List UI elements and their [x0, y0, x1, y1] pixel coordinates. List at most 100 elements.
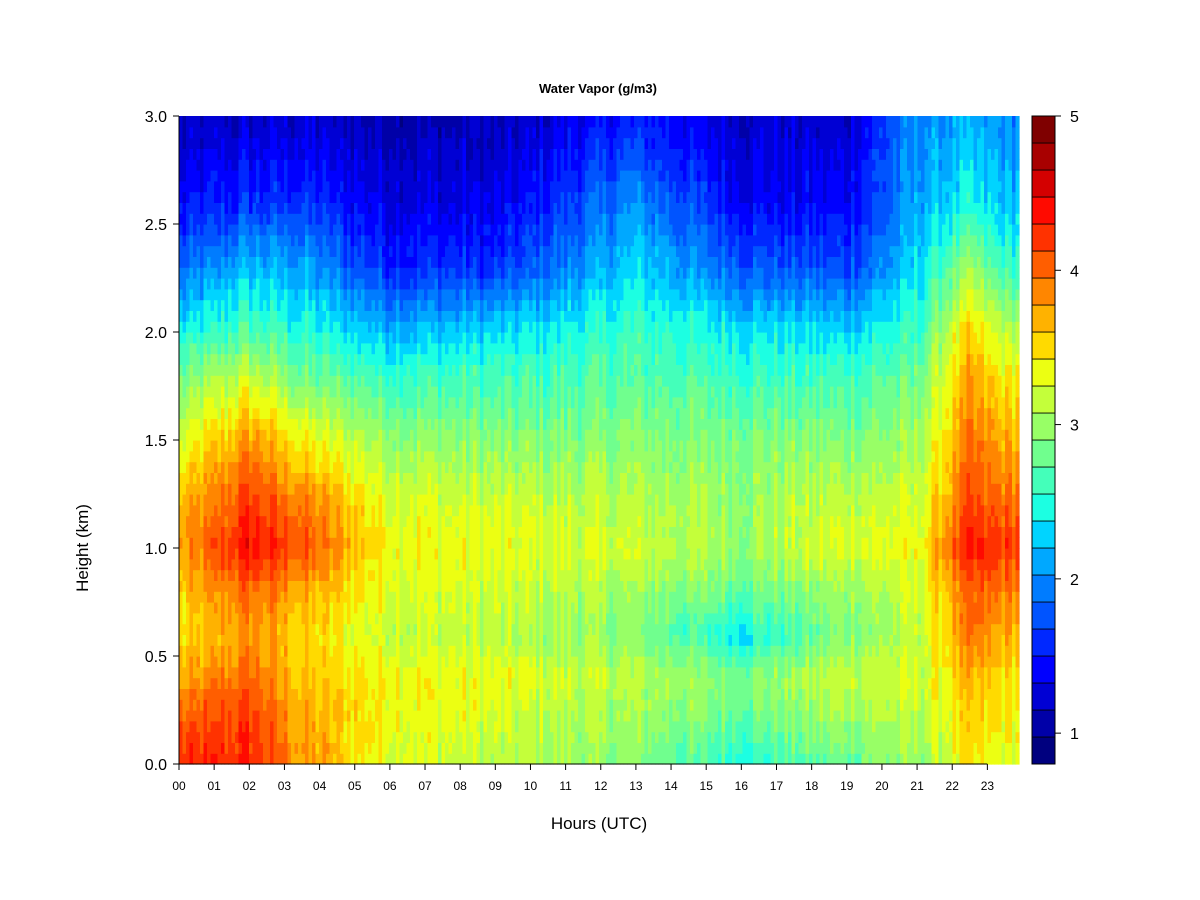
heatmap-cell — [231, 548, 236, 560]
heatmap-cell — [207, 321, 212, 333]
heatmap-cell — [305, 299, 310, 311]
heatmap-cell — [291, 569, 296, 581]
heatmap-cell — [217, 202, 222, 214]
heatmap-cell — [200, 666, 205, 679]
heatmap-cell — [378, 548, 383, 560]
heatmap-cell — [266, 483, 271, 495]
heatmap-cell — [266, 656, 271, 668]
heatmap-cell — [343, 375, 348, 387]
heatmap-cell — [245, 353, 250, 365]
heatmap-cell — [189, 332, 194, 344]
heatmap-cell — [196, 159, 201, 171]
heatmap-cell — [371, 494, 376, 506]
heatmap-cell — [203, 656, 208, 668]
heatmap-cell — [455, 461, 460, 473]
heatmap-cell — [403, 558, 408, 571]
heatmap-cell — [298, 180, 303, 193]
heatmap-cell — [263, 278, 268, 290]
heatmap-cell — [189, 148, 194, 160]
heatmap-cell — [431, 213, 436, 225]
heatmap-cell — [434, 537, 439, 549]
heatmap-cell — [462, 364, 467, 376]
heatmap-cell — [340, 677, 345, 689]
heatmap-cell — [441, 332, 446, 344]
heatmap-cell — [196, 688, 201, 700]
heatmap-cell — [459, 666, 464, 679]
heatmap-cell — [392, 159, 397, 171]
heatmap-cell — [350, 634, 355, 646]
heatmap-cell — [277, 191, 282, 203]
heatmap-cell — [231, 558, 236, 571]
heatmap-cell — [203, 558, 208, 571]
heatmap-cell — [375, 159, 380, 171]
heatmap-cell — [319, 353, 324, 365]
heatmap-cell — [357, 461, 362, 473]
heatmap-cell — [266, 742, 271, 754]
heatmap-cell — [207, 569, 212, 581]
heatmap-cell — [357, 116, 362, 128]
heatmap-cell — [207, 440, 212, 452]
heatmap-cell — [270, 688, 275, 700]
heatmap-cell — [431, 191, 436, 203]
heatmap-cell — [466, 375, 471, 387]
heatmap-cell — [210, 440, 215, 452]
heatmap-cell — [228, 483, 233, 495]
heatmap-cell — [259, 342, 264, 355]
heatmap-cell — [448, 666, 453, 679]
heatmap-cell — [210, 256, 215, 268]
heatmap-cell — [319, 450, 324, 463]
heatmap-cell — [455, 440, 460, 452]
heatmap-cell — [392, 429, 397, 441]
heatmap-cell — [291, 645, 296, 657]
heatmap-cell — [462, 375, 467, 387]
heatmap-cell — [189, 602, 194, 614]
heatmap-cell — [410, 602, 415, 614]
heatmap-cell — [305, 429, 310, 441]
heatmap-cell — [259, 234, 264, 247]
heatmap-cell — [396, 461, 401, 473]
heatmap-cell — [182, 256, 187, 268]
heatmap-cell — [371, 224, 376, 236]
heatmap-cell — [217, 515, 222, 527]
heatmap-cell — [259, 731, 264, 743]
heatmap-cell — [399, 504, 404, 517]
heatmap-cell — [364, 116, 369, 128]
heatmap-cell — [343, 148, 348, 160]
heatmap-cell — [266, 407, 271, 419]
heatmap-cell — [431, 148, 436, 160]
heatmap-cell — [347, 688, 352, 700]
heatmap-cell — [455, 321, 460, 333]
heatmap-cell — [207, 483, 212, 495]
heatmap-cell — [231, 742, 236, 754]
heatmap-cell — [252, 375, 257, 387]
heatmap-cell — [280, 558, 285, 571]
heatmap-cell — [301, 386, 306, 398]
heatmap-cell — [189, 720, 194, 733]
heatmap-cell — [256, 645, 261, 657]
heatmap-cell — [305, 386, 310, 398]
heatmap-cell — [179, 461, 184, 473]
heatmap-cell — [357, 548, 362, 560]
heatmap-cell — [336, 299, 341, 311]
heatmap-cell — [196, 245, 201, 257]
heatmap-cell — [329, 483, 334, 495]
heatmap-cell — [182, 342, 187, 355]
heatmap-cell — [210, 288, 215, 301]
heatmap-cell — [424, 591, 429, 603]
heatmap-cell — [301, 310, 306, 322]
heatmap-cell — [277, 353, 282, 365]
heatmap-cell — [333, 321, 338, 333]
heatmap-cell — [322, 526, 327, 538]
heatmap-cell — [336, 504, 341, 517]
heatmap-cell — [189, 288, 194, 301]
heatmap-cell — [214, 418, 219, 430]
heatmap-cell — [368, 472, 373, 484]
heatmap-cell — [354, 742, 359, 754]
heatmap-cell — [438, 612, 443, 625]
heatmap-cell — [452, 548, 457, 560]
heatmap-cell — [266, 710, 271, 722]
heatmap-cell — [221, 310, 226, 322]
heatmap-cell — [298, 396, 303, 409]
heatmap-cell — [249, 364, 254, 376]
heatmap-cell — [431, 137, 436, 149]
